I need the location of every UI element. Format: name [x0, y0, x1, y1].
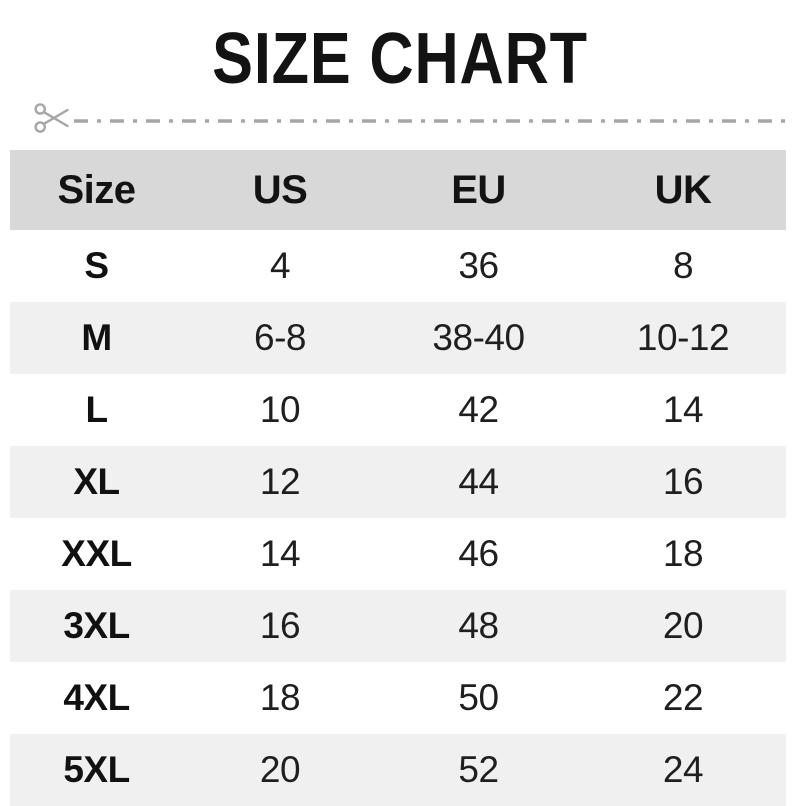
eu-value: 48: [458, 605, 499, 646]
size-label: XXL: [61, 533, 132, 574]
uk-value: 24: [662, 749, 704, 790]
table-row: 4XL 18 50 22: [10, 662, 786, 734]
size-label: S: [84, 245, 109, 286]
size-label: 5XL: [63, 749, 130, 790]
eu-value: 52: [458, 749, 499, 790]
size-label: L: [85, 389, 108, 430]
us-value: 4: [269, 245, 291, 286]
header-row: Size US EU UK: [10, 150, 786, 230]
eu-value: 36: [458, 245, 499, 286]
column-header-size: Size: [10, 150, 183, 230]
size-label: 3XL: [63, 605, 130, 646]
us-value: 10: [259, 389, 301, 430]
column-header-us: US: [183, 150, 377, 230]
table-row: XXL 14 46 18: [10, 518, 786, 590]
table-row: 3XL 16 48 20: [10, 590, 786, 662]
size-label: XL: [73, 461, 120, 502]
uk-value: 16: [662, 461, 704, 502]
eu-value: 38-40: [432, 317, 525, 358]
uk-value: 20: [662, 605, 704, 646]
uk-value: 18: [662, 533, 704, 574]
uk-value: 8: [672, 245, 694, 286]
size-chart-table: Size US EU UK S 4 36 8 M 6-8 38-40 10-12…: [10, 150, 786, 806]
eu-value: 42: [458, 389, 499, 430]
cut-dash-line: [74, 103, 792, 137]
size-label: 4XL: [63, 677, 130, 718]
uk-value: 22: [662, 677, 704, 718]
uk-value: 14: [662, 389, 704, 430]
us-value: 14: [259, 533, 301, 574]
table-row: L 10 42 14: [10, 374, 786, 446]
us-value: 12: [259, 461, 301, 502]
eu-value: 44: [458, 461, 499, 502]
page-title: SIZE CHART: [0, 22, 800, 96]
table-row: M 6-8 38-40 10-12: [10, 302, 786, 374]
column-header-uk: UK: [580, 150, 786, 230]
page-title-text: SIZE CHART: [212, 19, 588, 99]
cut-line: [34, 102, 792, 139]
table-row: S 4 36 8: [10, 230, 786, 302]
uk-value: 10-12: [636, 317, 730, 358]
us-value: 16: [259, 605, 301, 646]
scissors-icon: [34, 102, 70, 139]
table-row: 5XL 20 52 24: [10, 734, 786, 806]
table-row: XL 12 44 16: [10, 446, 786, 518]
size-label: M: [81, 317, 112, 358]
us-value: 18: [259, 677, 301, 718]
column-header-eu: EU: [377, 150, 580, 230]
eu-value: 50: [458, 677, 499, 718]
us-value: 6-8: [254, 317, 306, 358]
eu-value: 46: [458, 533, 499, 574]
us-value: 20: [259, 749, 301, 790]
